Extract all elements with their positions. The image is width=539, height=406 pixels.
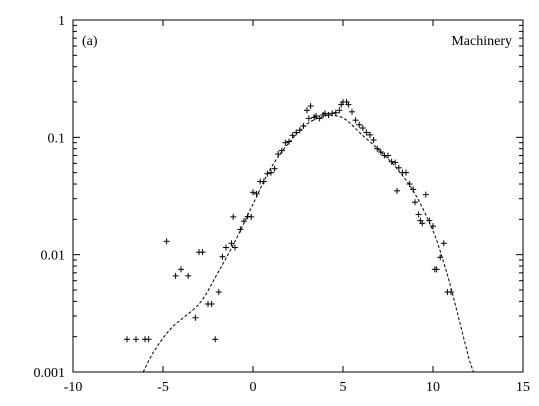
data-point	[289, 132, 296, 139]
data-point	[359, 125, 366, 132]
data-point	[385, 152, 391, 159]
data-point	[430, 223, 436, 230]
plot-frame	[72, 19, 524, 373]
data-point	[223, 244, 229, 251]
data-point	[395, 164, 402, 171]
data-point	[230, 213, 237, 220]
data-point	[232, 244, 238, 251]
x-tick-label: 5	[340, 380, 347, 395]
data-point	[212, 336, 219, 343]
data-point	[336, 107, 343, 114]
data-point	[406, 181, 413, 188]
data-point	[325, 112, 332, 119]
y-tick-label: 0.1	[48, 131, 66, 146]
data-point	[260, 178, 267, 185]
data-point	[215, 289, 222, 296]
y-axis: 0.001 0.01 0.1 1	[34, 14, 523, 381]
x-tick-label: 0	[250, 380, 257, 395]
data-point	[228, 240, 235, 247]
data-point	[271, 165, 278, 172]
data-point	[403, 169, 409, 176]
x-tick-label: 15	[516, 380, 530, 395]
data-point	[388, 158, 395, 165]
data-point	[316, 115, 323, 122]
data-point	[237, 226, 244, 233]
data-point	[377, 148, 384, 155]
x-tick-label: 10	[426, 380, 440, 395]
data-point	[264, 170, 271, 177]
data-point	[426, 217, 433, 224]
data-point	[163, 238, 170, 245]
data-point	[440, 240, 447, 247]
y-tick-label: 1	[58, 14, 65, 29]
data-point	[208, 300, 215, 307]
data-point	[392, 159, 399, 166]
data-point	[199, 249, 206, 256]
data-point	[219, 253, 226, 260]
data-point	[367, 131, 373, 138]
data-point	[415, 211, 422, 218]
data-point	[394, 187, 400, 194]
data-point	[293, 129, 300, 136]
data-point	[296, 127, 303, 134]
data-point	[304, 107, 310, 114]
data-point	[178, 266, 184, 273]
data-point	[437, 254, 444, 261]
data-point	[124, 336, 130, 343]
fit-curve	[142, 114, 474, 373]
data-point	[332, 109, 339, 116]
data-point	[322, 110, 328, 117]
data-point	[185, 272, 192, 279]
data-point	[448, 289, 454, 296]
data-points	[124, 99, 454, 343]
data-point	[268, 169, 274, 176]
data-point	[286, 138, 292, 145]
data-point	[412, 199, 418, 206]
data-point	[275, 151, 282, 158]
data-point	[352, 117, 359, 124]
data-point	[313, 112, 319, 119]
data-point	[433, 266, 440, 273]
data-point	[145, 336, 152, 343]
data-point	[253, 190, 260, 197]
y-tick-label: 0.001	[34, 366, 66, 381]
data-point	[363, 129, 370, 136]
data-point	[300, 122, 307, 129]
x-tick-label: -10	[64, 380, 83, 395]
data-point	[419, 220, 426, 227]
data-point	[305, 115, 312, 122]
data-point	[349, 108, 355, 115]
data-point	[374, 145, 381, 152]
data-point	[370, 136, 377, 143]
y-tick-label: 0.01	[41, 249, 66, 264]
data-point	[278, 147, 285, 154]
panel-label: (a)	[82, 34, 98, 49]
data-point	[422, 191, 429, 198]
data-point	[410, 186, 417, 193]
data-point	[172, 272, 179, 279]
data-point	[345, 101, 352, 108]
data-point	[133, 336, 139, 343]
x-axis: -10 -5 0 5 10 15	[64, 20, 530, 395]
data-point	[241, 218, 247, 225]
data-point	[250, 189, 256, 196]
data-point	[192, 314, 199, 321]
x-tick-label: -5	[157, 380, 169, 395]
data-point	[282, 139, 289, 146]
data-point	[329, 110, 336, 117]
data-point	[248, 213, 255, 220]
data-point	[356, 121, 363, 128]
chart-title: Machinery	[451, 34, 512, 49]
data-point	[307, 102, 314, 109]
